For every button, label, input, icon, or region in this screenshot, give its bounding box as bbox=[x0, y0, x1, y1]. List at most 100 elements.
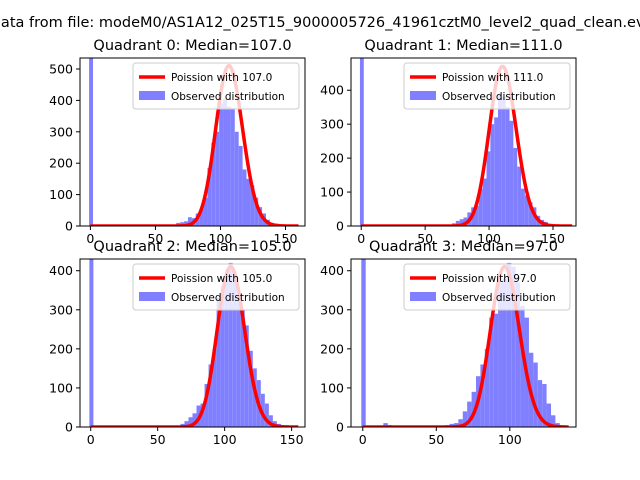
axes-frame bbox=[79, 258, 306, 428]
x-tick-label: 100 bbox=[477, 231, 501, 246]
x-tick-label: 150 bbox=[274, 231, 298, 246]
histogram-bar bbox=[458, 419, 463, 427]
y-tick-label: 200 bbox=[320, 151, 344, 166]
histogram-bar bbox=[546, 403, 551, 427]
legend-patch-swatch bbox=[410, 91, 436, 100]
histogram-bar bbox=[184, 221, 188, 226]
histogram-bar bbox=[361, 259, 366, 427]
histogram-bar bbox=[252, 368, 257, 427]
axes-frame bbox=[79, 57, 306, 227]
x-tick-label: 150 bbox=[541, 231, 565, 246]
y-tick-label: 200 bbox=[49, 341, 73, 356]
histogram-bar bbox=[501, 97, 506, 226]
histogram-bar bbox=[506, 262, 512, 427]
legend-patch-swatch bbox=[139, 292, 165, 301]
histogram-bar bbox=[517, 166, 522, 226]
y-tick-label: 300 bbox=[320, 117, 344, 132]
x-tick-label: 100 bbox=[213, 432, 237, 447]
histogram-bar bbox=[219, 103, 224, 226]
y-tick-label: 0 bbox=[336, 219, 344, 234]
histogram-bar bbox=[232, 280, 237, 427]
histogram-bar bbox=[528, 202, 533, 226]
legend-label: Observed distribution bbox=[171, 292, 285, 304]
histogram-bar bbox=[223, 98, 227, 226]
histogram-bar bbox=[250, 185, 255, 226]
histogram-bar bbox=[212, 348, 217, 427]
histogram-bar bbox=[192, 413, 197, 427]
histogram-bar bbox=[511, 266, 516, 427]
poisson-curve bbox=[89, 63, 300, 226]
histogram-bar bbox=[230, 108, 235, 226]
y-tick-label: 0 bbox=[65, 219, 73, 234]
plot-area bbox=[359, 58, 574, 226]
histogram-bar bbox=[203, 197, 208, 226]
histogram-bar bbox=[234, 131, 239, 226]
x-tick-label: 50 bbox=[417, 231, 433, 246]
histogram-bar bbox=[238, 145, 243, 226]
plot-area bbox=[89, 58, 300, 226]
axes-frame bbox=[350, 258, 577, 428]
legend: Poission with 111.0 Observed distribution bbox=[403, 62, 571, 110]
poisson-curve bbox=[361, 264, 570, 427]
histogram-bar bbox=[455, 220, 460, 226]
histogram-bar bbox=[524, 195, 529, 226]
x-tick-label: 50 bbox=[150, 432, 166, 447]
histogram-bar bbox=[254, 197, 259, 226]
histogram-bar bbox=[242, 169, 247, 226]
histogram-bar bbox=[515, 282, 521, 427]
y-tick-label: 400 bbox=[320, 83, 344, 98]
histogram-bar bbox=[489, 317, 494, 427]
legend-box bbox=[403, 263, 571, 311]
chart-panel-1: 0 50 100 150 0 100 200 300 400 Quadrant 1: Median… bbox=[320, 38, 577, 246]
histogram-bar bbox=[200, 403, 205, 427]
histogram-bar bbox=[207, 167, 212, 226]
histogram-bar bbox=[187, 217, 192, 226]
histogram-bar bbox=[204, 384, 209, 427]
y-tick-label: 400 bbox=[49, 263, 73, 278]
x-tick-label: 0 bbox=[357, 231, 365, 246]
legend: Poission with 107.0 Observed distribution bbox=[132, 62, 300, 110]
y-tick-label: 300 bbox=[49, 124, 73, 139]
figure-suptitle: Data from file: modeM0/AS1A12_025T15_900… bbox=[0, 15, 640, 31]
x-tick-label: 100 bbox=[498, 432, 522, 447]
histogram-bar bbox=[520, 305, 525, 427]
histogram-bar bbox=[246, 178, 251, 226]
histogram-bar bbox=[268, 415, 273, 427]
x-tick-label: 50 bbox=[147, 231, 163, 246]
histogram-bar bbox=[184, 421, 189, 427]
histogram-bar bbox=[89, 58, 94, 226]
plot-area bbox=[361, 259, 570, 427]
x-tick-label: 0 bbox=[359, 432, 367, 447]
histogram-bar bbox=[490, 124, 495, 226]
legend-box bbox=[403, 62, 571, 110]
y-tick-label: 200 bbox=[320, 341, 344, 356]
chart-panel-0: 0 50 100 150 0 100 200 300 400 500 Quadrant 0: Med… bbox=[49, 38, 306, 246]
plot-area bbox=[89, 259, 300, 427]
histogram-bar bbox=[475, 205, 479, 226]
histogram-bar bbox=[498, 282, 503, 427]
histogram-bar bbox=[199, 208, 204, 226]
histogram-bar bbox=[228, 262, 233, 427]
x-tick-label: 50 bbox=[428, 432, 444, 447]
histogram-bar bbox=[459, 219, 464, 226]
poisson-curve bbox=[360, 64, 574, 226]
histogram-bar bbox=[462, 411, 468, 427]
legend-label: Observed distribution bbox=[171, 91, 285, 103]
histogram-bar bbox=[226, 106, 231, 226]
y-tick-label: 400 bbox=[49, 93, 73, 108]
y-tick-label: 0 bbox=[336, 420, 344, 435]
histogram-bar bbox=[551, 415, 556, 427]
histogram-bar bbox=[494, 117, 499, 226]
chart-panel-2: 0 50 100 150 0 100 200 300 400 Quadrant 2: Median… bbox=[49, 239, 306, 447]
y-tick-label: 100 bbox=[49, 187, 73, 202]
histogram-bar bbox=[260, 393, 265, 427]
histogram-bar bbox=[224, 274, 229, 427]
histogram-bar bbox=[480, 364, 485, 427]
histogram-bar bbox=[216, 298, 221, 427]
y-tick-label: 100 bbox=[320, 185, 344, 200]
legend-label: Poission with 105.0 bbox=[171, 273, 272, 285]
legend-label: Observed distribution bbox=[442, 91, 556, 103]
histogram-bar bbox=[484, 348, 490, 427]
histogram-bar bbox=[89, 259, 94, 427]
